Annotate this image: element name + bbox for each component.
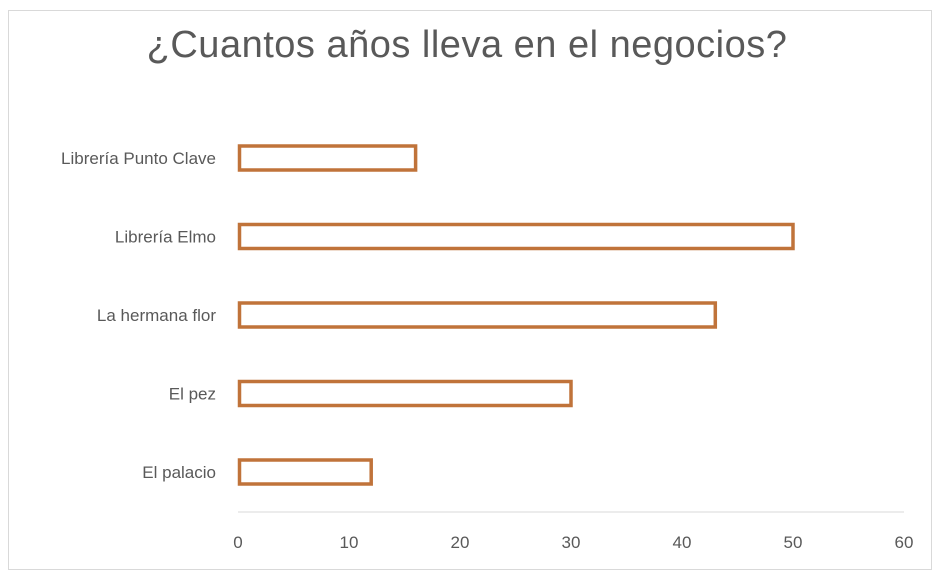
category-label: El palacio	[142, 463, 216, 482]
bar	[237, 222, 795, 251]
x-tick-label: 40	[673, 533, 692, 552]
x-tick-label: 30	[562, 533, 581, 552]
category-label: Librería Elmo	[115, 228, 216, 247]
category-label: El pez	[169, 385, 216, 404]
x-tick-label: 50	[784, 533, 803, 552]
x-tick-label: 0	[233, 533, 242, 552]
bar	[237, 301, 718, 329]
category-label: Librería Punto Clave	[61, 149, 216, 168]
x-tick-label: 10	[340, 533, 359, 552]
x-tick-label: 60	[895, 533, 914, 552]
bar	[237, 144, 418, 172]
bar	[237, 458, 373, 486]
category-label: La hermana flor	[97, 306, 216, 325]
chart-title: ¿Cuantos años lleva en el negocios?	[146, 24, 788, 66]
bar	[237, 379, 573, 408]
x-tick-label: 20	[451, 533, 470, 552]
chart-frame	[8, 10, 932, 570]
